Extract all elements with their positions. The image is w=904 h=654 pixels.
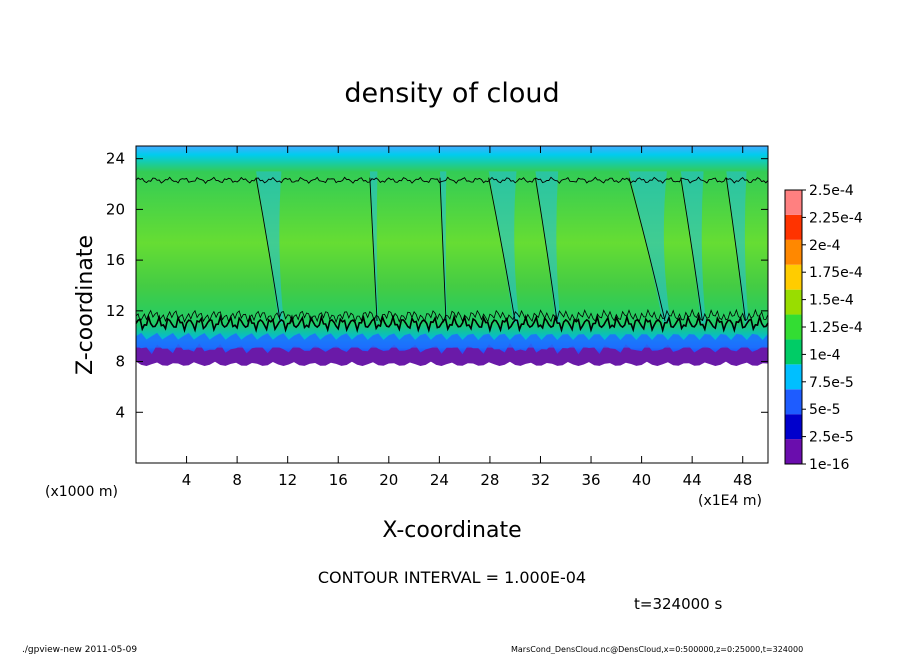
field-blue-band bbox=[136, 332, 768, 348]
x-axis-unit-right: (x1E4 m) bbox=[698, 493, 762, 509]
contour-interval-label: CONTOUR INTERVAL = 1.000E-04 bbox=[318, 568, 586, 587]
colorbar-segment bbox=[785, 364, 802, 390]
colorbar-segment bbox=[785, 264, 802, 290]
colorbar-segment bbox=[785, 339, 802, 365]
colorbar-segment bbox=[785, 214, 802, 240]
colorbar-label: 2.5e-4 bbox=[809, 183, 854, 199]
colorbar-segment bbox=[785, 414, 802, 440]
field-plume bbox=[369, 171, 379, 324]
y-tick-label: 20 bbox=[106, 200, 125, 218]
plot-frame bbox=[135, 145, 769, 464]
contour-plume bbox=[680, 177, 703, 322]
contour-low bbox=[135, 313, 769, 334]
contour-low-2 bbox=[135, 308, 769, 324]
x-tick-label: 20 bbox=[379, 471, 398, 489]
colorbar: 1e-16 2.5e-5 5e-5 7.5e-5 1e-4 1.25e-4 1.5e-4 1.… bbox=[784, 183, 863, 473]
x-tick-label: 4 bbox=[182, 471, 192, 489]
colorbar-label: 1e-16 bbox=[809, 457, 849, 473]
x-axis-label: X-coordinate bbox=[382, 518, 521, 543]
x-axis-unit-left: (x1000 m) bbox=[45, 484, 118, 500]
colorbar-segment bbox=[785, 239, 802, 265]
contour-plume bbox=[369, 177, 378, 322]
contour-plume bbox=[488, 177, 516, 322]
y-tick-label: 24 bbox=[106, 150, 125, 168]
field-purple-base bbox=[136, 343, 768, 366]
footer-right: MarsCond_DensCloud.nc@DensCloud,x=0:5000… bbox=[511, 645, 803, 654]
y-axis-label: Z-coordinate bbox=[73, 235, 98, 375]
contour-lines bbox=[135, 176, 769, 334]
time-label: t=324000 s bbox=[634, 595, 722, 613]
colorbar-segment bbox=[785, 439, 802, 464]
colorbar-label: 1.5e-4 bbox=[809, 293, 854, 309]
field-plume bbox=[680, 171, 706, 324]
y-axis-ticks: 4 8 12 16 20 24 bbox=[106, 150, 768, 421]
colorbar-segment bbox=[785, 289, 802, 315]
x-tick-label: 16 bbox=[329, 471, 348, 489]
contour-plume bbox=[534, 177, 558, 322]
y-tick-label: 12 bbox=[106, 302, 125, 320]
field-plume bbox=[488, 171, 520, 324]
colorbar-segment bbox=[785, 190, 802, 215]
contour-plume bbox=[628, 177, 666, 322]
colorbar-label: 7.5e-5 bbox=[809, 375, 854, 391]
x-tick-label: 40 bbox=[632, 471, 651, 489]
y-tick-label: 16 bbox=[106, 251, 125, 269]
x-tick-label: 32 bbox=[531, 471, 550, 489]
x-tick-label: 12 bbox=[278, 471, 297, 489]
x-tick-label: 36 bbox=[581, 471, 600, 489]
colorbar-label: 2.5e-5 bbox=[809, 430, 854, 446]
contour-plume bbox=[439, 177, 447, 322]
field-gradient bbox=[136, 146, 768, 362]
x-tick-label: 24 bbox=[430, 471, 449, 489]
field-plume bbox=[628, 171, 671, 324]
footer-left: ./gpview-new 2011-05-09 bbox=[22, 645, 137, 654]
x-tick-label: 8 bbox=[232, 471, 242, 489]
contour-plume bbox=[725, 177, 746, 322]
colorbar-label: 2e-4 bbox=[809, 238, 841, 254]
colorbar-segment bbox=[785, 389, 802, 415]
colorbar-label: 1.75e-4 bbox=[809, 265, 863, 281]
y-tick-label: 8 bbox=[115, 353, 125, 371]
colorbar-label: 1.25e-4 bbox=[809, 320, 863, 336]
colorbar-segment bbox=[785, 314, 802, 340]
colorbar-label: 2.25e-4 bbox=[809, 210, 863, 226]
x-tick-label: 44 bbox=[683, 471, 702, 489]
x-tick-label: 48 bbox=[733, 471, 752, 489]
contour-plume bbox=[255, 177, 281, 322]
x-tick-label: 28 bbox=[480, 471, 499, 489]
field-plume bbox=[726, 171, 749, 324]
x-axis-ticks: 4 8 12 16 20 24 28 32 36 40 44 48 bbox=[182, 146, 752, 489]
colorbar-label: 5e-5 bbox=[809, 402, 840, 418]
chart-title: density of cloud bbox=[344, 78, 559, 109]
field-plume bbox=[535, 171, 561, 324]
colorbar-label: 1e-4 bbox=[809, 347, 841, 363]
field-plume bbox=[256, 171, 284, 324]
contour-high bbox=[135, 176, 769, 185]
y-tick-label: 4 bbox=[115, 403, 125, 421]
